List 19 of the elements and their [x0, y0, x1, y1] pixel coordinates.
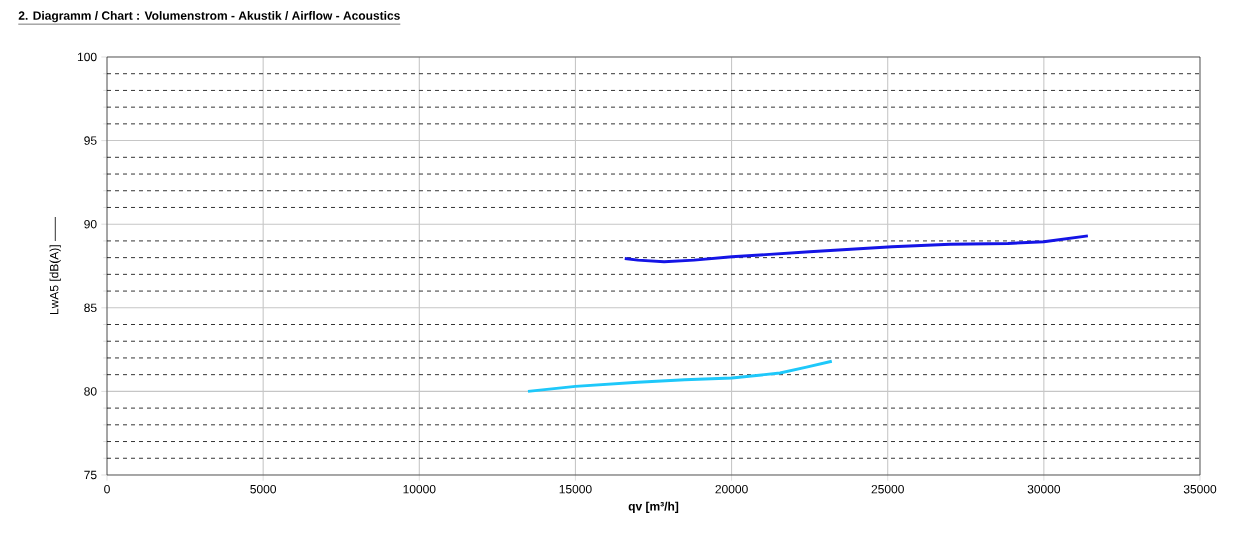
- y-axis-title: LwA5 [dB(A)] ——: [49, 216, 61, 315]
- x-tick-label: 35000: [1183, 484, 1217, 494]
- line-series: [623, 234, 1090, 264]
- y-tick-label: 85: [84, 303, 97, 313]
- y-tick-label: 100: [77, 52, 97, 62]
- y-tick-label: 80: [84, 387, 97, 396]
- x-tick-label: 25000: [871, 484, 904, 494]
- line-series: [526, 359, 834, 393]
- chart-title: 2. Diagramm / Chart : Volumenstrom - Akustik / Airflow - Acoustics: [18, 11, 400, 23]
- x-axis-title: qv [m³/h]: [628, 501, 679, 513]
- x-tick-label: 5000: [250, 484, 277, 494]
- y-tick-label: 75: [84, 470, 97, 480]
- x-tick-label: 30000: [1027, 484, 1061, 494]
- x-tick-label: 15000: [559, 484, 592, 494]
- x-tick-label: 10000: [403, 484, 436, 494]
- y-tick-label: 90: [84, 219, 97, 229]
- x-tick-label: 0: [104, 484, 110, 494]
- x-tick-label: 20000: [715, 484, 748, 494]
- y-tick-label: 95: [84, 136, 97, 145]
